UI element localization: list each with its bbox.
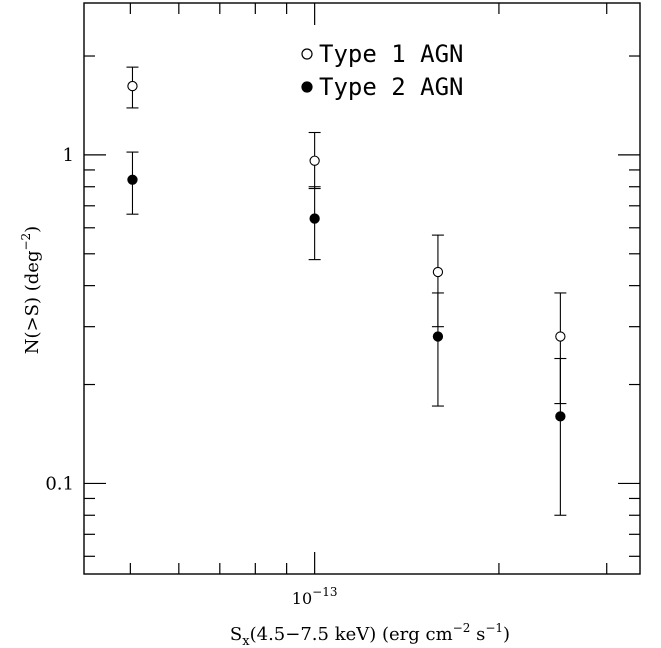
type2-point: [554, 359, 566, 516]
filled-circle-marker: [433, 332, 442, 341]
y-tick-label: 1: [63, 145, 74, 166]
type2-point: [126, 152, 138, 214]
type2-point: [432, 293, 444, 406]
legend-label: Type 2 AGN: [319, 73, 464, 101]
tick-labels: 1 0.1 10−13: [45, 145, 337, 608]
open-circle-marker: [128, 81, 137, 90]
open-circle-marker: [310, 156, 319, 165]
type1-point: [309, 133, 321, 189]
legend-label: Type 1 AGN: [319, 40, 464, 68]
open-circle-marker: [433, 267, 442, 276]
filled-circle-marker: [128, 175, 137, 184]
filled-circle-marker: [556, 412, 565, 421]
type2-point: [309, 187, 321, 260]
legend: Type 1 AGN Type 2 AGN: [302, 40, 464, 101]
legend-open-circle-icon: [302, 49, 312, 59]
data-points: [126, 67, 661, 515]
legend-filled-circle-icon: [302, 82, 312, 92]
y-tick-label: 0.1: [45, 473, 74, 494]
y-axis-label: N(>S) (deg−2): [19, 226, 43, 354]
filled-circle-marker: [310, 214, 319, 223]
type1-point: [126, 67, 138, 108]
x-tick-label: 10−13: [292, 585, 338, 608]
open-circle-marker: [556, 332, 565, 341]
x-axis-label: Sx(4.5−7.5 keV) (erg cm−2 s−1): [230, 621, 510, 648]
